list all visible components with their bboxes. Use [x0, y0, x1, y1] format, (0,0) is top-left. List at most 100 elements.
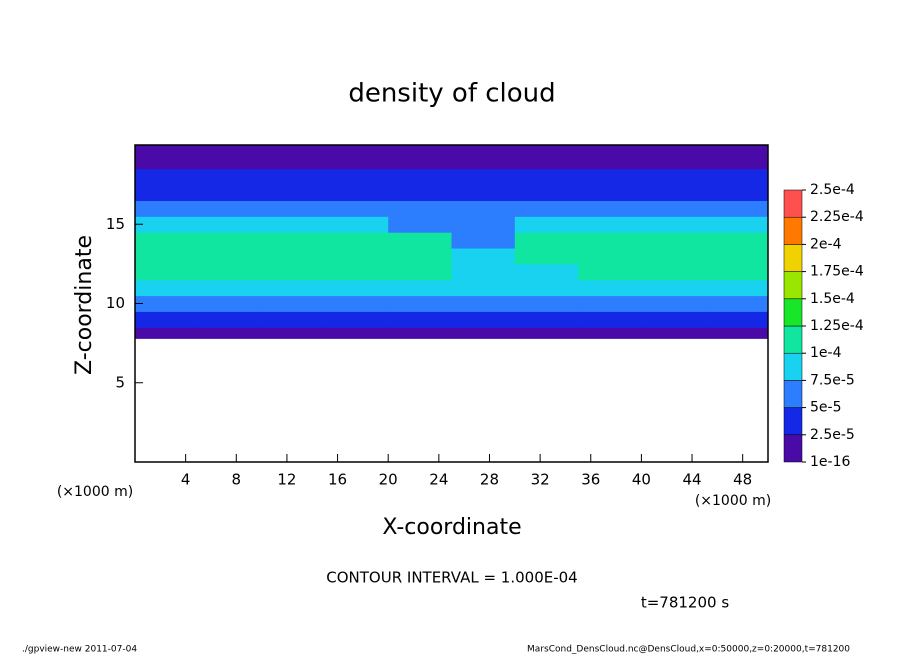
- heat-cell: [641, 295, 706, 312]
- heat-cell: [388, 327, 452, 339]
- y-tick-label: 15: [106, 215, 125, 233]
- heat-cell: [641, 200, 706, 217]
- colorbar-label: 2.25e-4: [810, 209, 864, 225]
- heat-cell: [198, 168, 263, 186]
- heat-cell: [198, 184, 263, 201]
- heat-cell: [578, 200, 642, 217]
- heat-cell: [388, 263, 452, 281]
- heat-cell: [261, 200, 326, 217]
- x-tick-label: 36: [581, 471, 600, 489]
- heat-cell: [324, 263, 389, 281]
- heat-cell: [514, 248, 579, 265]
- heat-cell: [704, 184, 769, 201]
- heat-cell: [514, 184, 579, 201]
- heat-cell: [198, 295, 263, 312]
- y-tick-label: 5: [115, 373, 125, 391]
- x-tick-label: 4: [181, 471, 191, 489]
- colorbar-label: 2.5e-5: [810, 427, 855, 443]
- heat-cell: [641, 145, 706, 170]
- colorbar-box: [783, 325, 803, 354]
- y-unit: (×1000 m): [57, 484, 133, 500]
- heat-cell: [388, 279, 452, 297]
- heat-cell: [324, 232, 389, 249]
- heat-cell: [451, 295, 516, 312]
- heat-cell: [324, 184, 389, 201]
- x-tick-label: 24: [429, 471, 448, 489]
- heat-cell: [451, 216, 516, 233]
- heat-cell: [198, 200, 263, 217]
- heat-cell: [514, 216, 579, 233]
- heat-cell: [578, 145, 642, 170]
- heat-cell: [388, 311, 452, 328]
- chart-title: density of cloud: [348, 79, 555, 109]
- heat-cell: [261, 184, 326, 201]
- heat-cell: [704, 145, 769, 170]
- heat-cell: [388, 216, 452, 233]
- heat-cell: [578, 232, 642, 249]
- heat-cell: [514, 232, 579, 249]
- colorbar-box: [783, 434, 803, 463]
- x-unit: (×1000 m): [695, 493, 771, 509]
- heat-cell: [704, 263, 769, 281]
- heat-cell: [578, 279, 642, 297]
- x-tick-label: 20: [379, 471, 398, 489]
- heat-cell: [451, 248, 516, 265]
- heat-cell: [704, 200, 769, 217]
- heat-cell: [135, 200, 199, 217]
- heat-cell: [704, 295, 769, 312]
- heat-cell: [451, 145, 516, 170]
- colorbar-box: [783, 189, 803, 218]
- contour-note: CONTOUR INTERVAL = 1.000E-04: [326, 569, 577, 587]
- colorbar-label: 1e-16: [810, 454, 850, 470]
- heat-cell: [451, 311, 516, 328]
- colorbar-box: [783, 407, 803, 436]
- heat-cell: [578, 184, 642, 201]
- y-tick-label: 10: [106, 294, 125, 312]
- heat-cell: [451, 168, 516, 186]
- heat-cell: [261, 327, 326, 339]
- heat-cell: [641, 216, 706, 233]
- heat-cell: [451, 200, 516, 217]
- heat-cell: [514, 279, 579, 297]
- heat-cell: [324, 216, 389, 233]
- heat-cell: [261, 168, 326, 186]
- heat-cell: [135, 232, 199, 249]
- heat-cell: [388, 145, 452, 170]
- colorbar-label: 2e-4: [810, 236, 842, 252]
- heat-cell: [578, 295, 642, 312]
- heat-cell: [198, 248, 263, 265]
- colorbar-box: [783, 271, 803, 300]
- colorbar-label: 7.5e-5: [810, 372, 855, 388]
- heat-cell: [324, 295, 389, 312]
- heat-cell: [261, 145, 326, 170]
- heat-cell: [198, 145, 263, 170]
- heat-cell: [451, 263, 516, 281]
- heat-cell: [641, 311, 706, 328]
- heat-cell: [135, 279, 199, 297]
- heat-cell: [261, 248, 326, 265]
- x-tick-label: 8: [232, 471, 242, 489]
- heat-cell: [135, 311, 199, 328]
- heat-cell: [578, 263, 642, 281]
- heat-cell: [388, 295, 452, 312]
- heat-cell: [261, 295, 326, 312]
- heat-cell: [198, 327, 263, 339]
- heat-cell: [641, 184, 706, 201]
- heat-cell: [578, 311, 642, 328]
- heat-cell: [261, 216, 326, 233]
- heat-cell: [261, 232, 326, 249]
- colorbar-box: [783, 216, 803, 245]
- heat-cell: [198, 216, 263, 233]
- colorbar-box: [783, 298, 803, 327]
- x-tick-label: 48: [733, 471, 752, 489]
- heat-cell: [641, 248, 706, 265]
- heat-cell: [514, 145, 579, 170]
- x-axis-label: X-coordinate: [382, 515, 521, 540]
- x-tick-label: 12: [277, 471, 296, 489]
- colorbar-label: 5e-5: [810, 400, 841, 416]
- colorbar-label: 1.25e-4: [810, 318, 864, 334]
- heat-cell: [514, 311, 579, 328]
- x-tick-label: 44: [682, 471, 701, 489]
- heat-cell: [451, 232, 516, 249]
